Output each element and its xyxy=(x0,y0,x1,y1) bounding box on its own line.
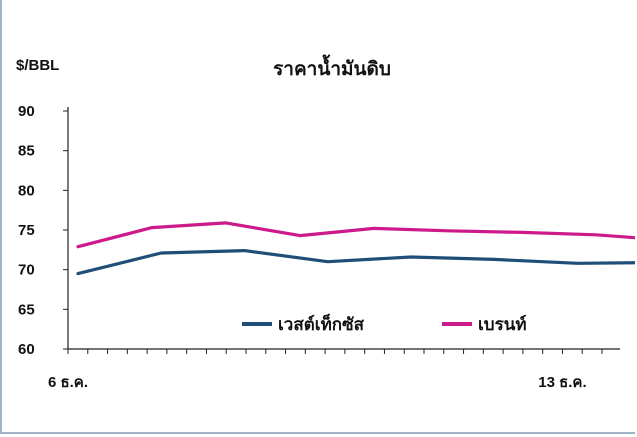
y-tick-label: 85 xyxy=(18,143,35,160)
legend: เวสต์เท็กซัส เบรนท์ xyxy=(242,312,527,334)
y-tick-label: 90 xyxy=(18,103,35,120)
y-tick-label: 60 xyxy=(18,341,35,358)
chart-title: ราคาน้ำมันดิบ xyxy=(273,54,391,80)
series-lines xyxy=(76,221,637,276)
series-line-1 xyxy=(76,249,637,276)
y-tick-label: 75 xyxy=(18,222,35,239)
series-line-2 xyxy=(76,221,637,249)
y-axis-unit-label: $/BBL xyxy=(16,57,59,74)
y-tick-label: 65 xyxy=(18,301,35,318)
x-tick-label: 13 ธ.ค. xyxy=(538,374,586,391)
y-tick-label: 70 xyxy=(18,262,35,279)
legend-label-1: เวสต์เท็กซัส xyxy=(278,312,365,334)
legend-label-2: เบรนท์ xyxy=(478,314,527,334)
x-tick-label: 6 ธ.ค. xyxy=(48,374,88,391)
y-tick-label: 80 xyxy=(18,182,35,199)
